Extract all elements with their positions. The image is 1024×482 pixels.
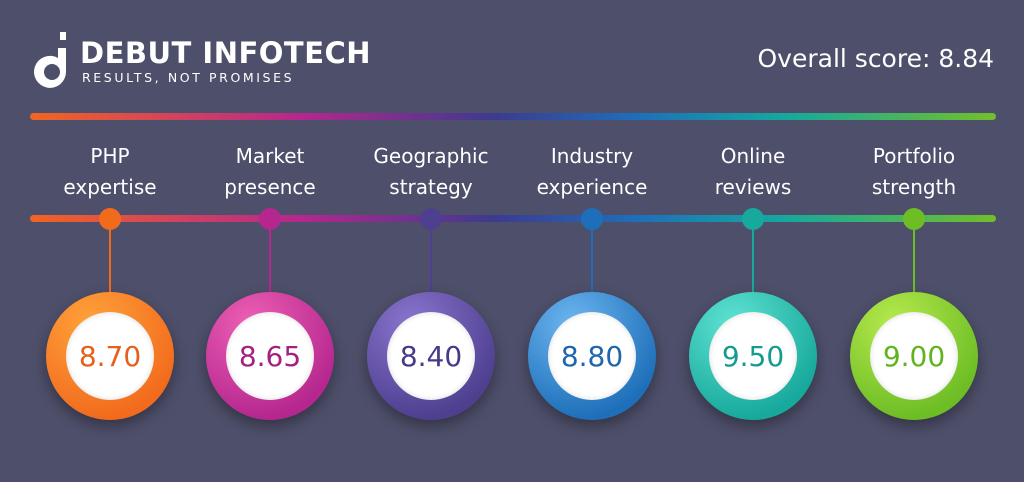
score-column: PHP expertise 8.70 bbox=[30, 0, 190, 482]
brand: DEBUT INFOTECH RESULTS, NOT PROMISES bbox=[28, 32, 371, 92]
category-line1: Online bbox=[720, 144, 786, 168]
score-value: 8.80 bbox=[548, 312, 636, 400]
top-gradient-bar bbox=[30, 113, 996, 120]
category-line1: PHP bbox=[90, 144, 130, 168]
score-value: 8.65 bbox=[226, 312, 314, 400]
connector-stem bbox=[913, 226, 915, 298]
connector-stem bbox=[430, 226, 432, 298]
debut-d-logo-icon bbox=[34, 32, 66, 88]
score-column: Portfolio strength 9.00 bbox=[834, 0, 994, 482]
connector-stem bbox=[752, 226, 754, 298]
score-column: Industry experience 8.80 bbox=[512, 0, 672, 482]
category-line2: experience bbox=[536, 175, 648, 199]
score-value: 9.50 bbox=[709, 312, 797, 400]
timeline-node bbox=[99, 208, 121, 230]
score-ring: 9.00 bbox=[850, 292, 978, 420]
category-label: PHP expertise bbox=[30, 141, 190, 203]
score-ring: 8.80 bbox=[528, 292, 656, 420]
score-value: 8.70 bbox=[66, 312, 154, 400]
score-value: 9.00 bbox=[870, 312, 958, 400]
category-label: Industry experience bbox=[512, 141, 672, 203]
brand-tagline: RESULTS, NOT PROMISES bbox=[82, 70, 295, 85]
category-line1: Industry bbox=[550, 144, 634, 168]
category-line2: reviews bbox=[714, 175, 792, 199]
category-line2: expertise bbox=[63, 175, 157, 199]
category-line1: Market bbox=[235, 144, 305, 168]
timeline-node bbox=[742, 208, 764, 230]
category-label: Market presence bbox=[190, 141, 350, 203]
category-line1: Portfolio bbox=[872, 144, 956, 168]
category-line1: Geographic bbox=[373, 144, 489, 168]
timeline-node bbox=[420, 208, 442, 230]
overall-score: Overall score: 8.84 bbox=[757, 44, 995, 73]
category-label: Online reviews bbox=[673, 141, 833, 203]
connector-stem bbox=[269, 226, 271, 298]
timeline-node bbox=[903, 208, 925, 230]
category-label: Geographic strategy bbox=[351, 141, 511, 203]
score-column: Market presence 8.65 bbox=[190, 0, 350, 482]
category-line2: strategy bbox=[389, 175, 473, 199]
score-ring: 8.70 bbox=[46, 292, 174, 420]
category-line2: presence bbox=[224, 175, 316, 199]
timeline-node bbox=[259, 208, 281, 230]
timeline-node bbox=[581, 208, 603, 230]
score-ring: 9.50 bbox=[689, 292, 817, 420]
category-line2: strength bbox=[871, 175, 957, 199]
score-value: 8.40 bbox=[387, 312, 475, 400]
brand-name: DEBUT INFOTECH bbox=[80, 36, 372, 70]
connector-stem bbox=[109, 226, 111, 298]
score-column: Geographic strategy 8.40 bbox=[351, 0, 511, 482]
score-column: Online reviews 9.50 bbox=[673, 0, 833, 482]
connector-stem bbox=[591, 226, 593, 298]
score-ring: 8.40 bbox=[367, 292, 495, 420]
timeline-bar bbox=[30, 215, 996, 222]
category-label: Portfolio strength bbox=[834, 141, 994, 203]
score-ring: 8.65 bbox=[206, 292, 334, 420]
